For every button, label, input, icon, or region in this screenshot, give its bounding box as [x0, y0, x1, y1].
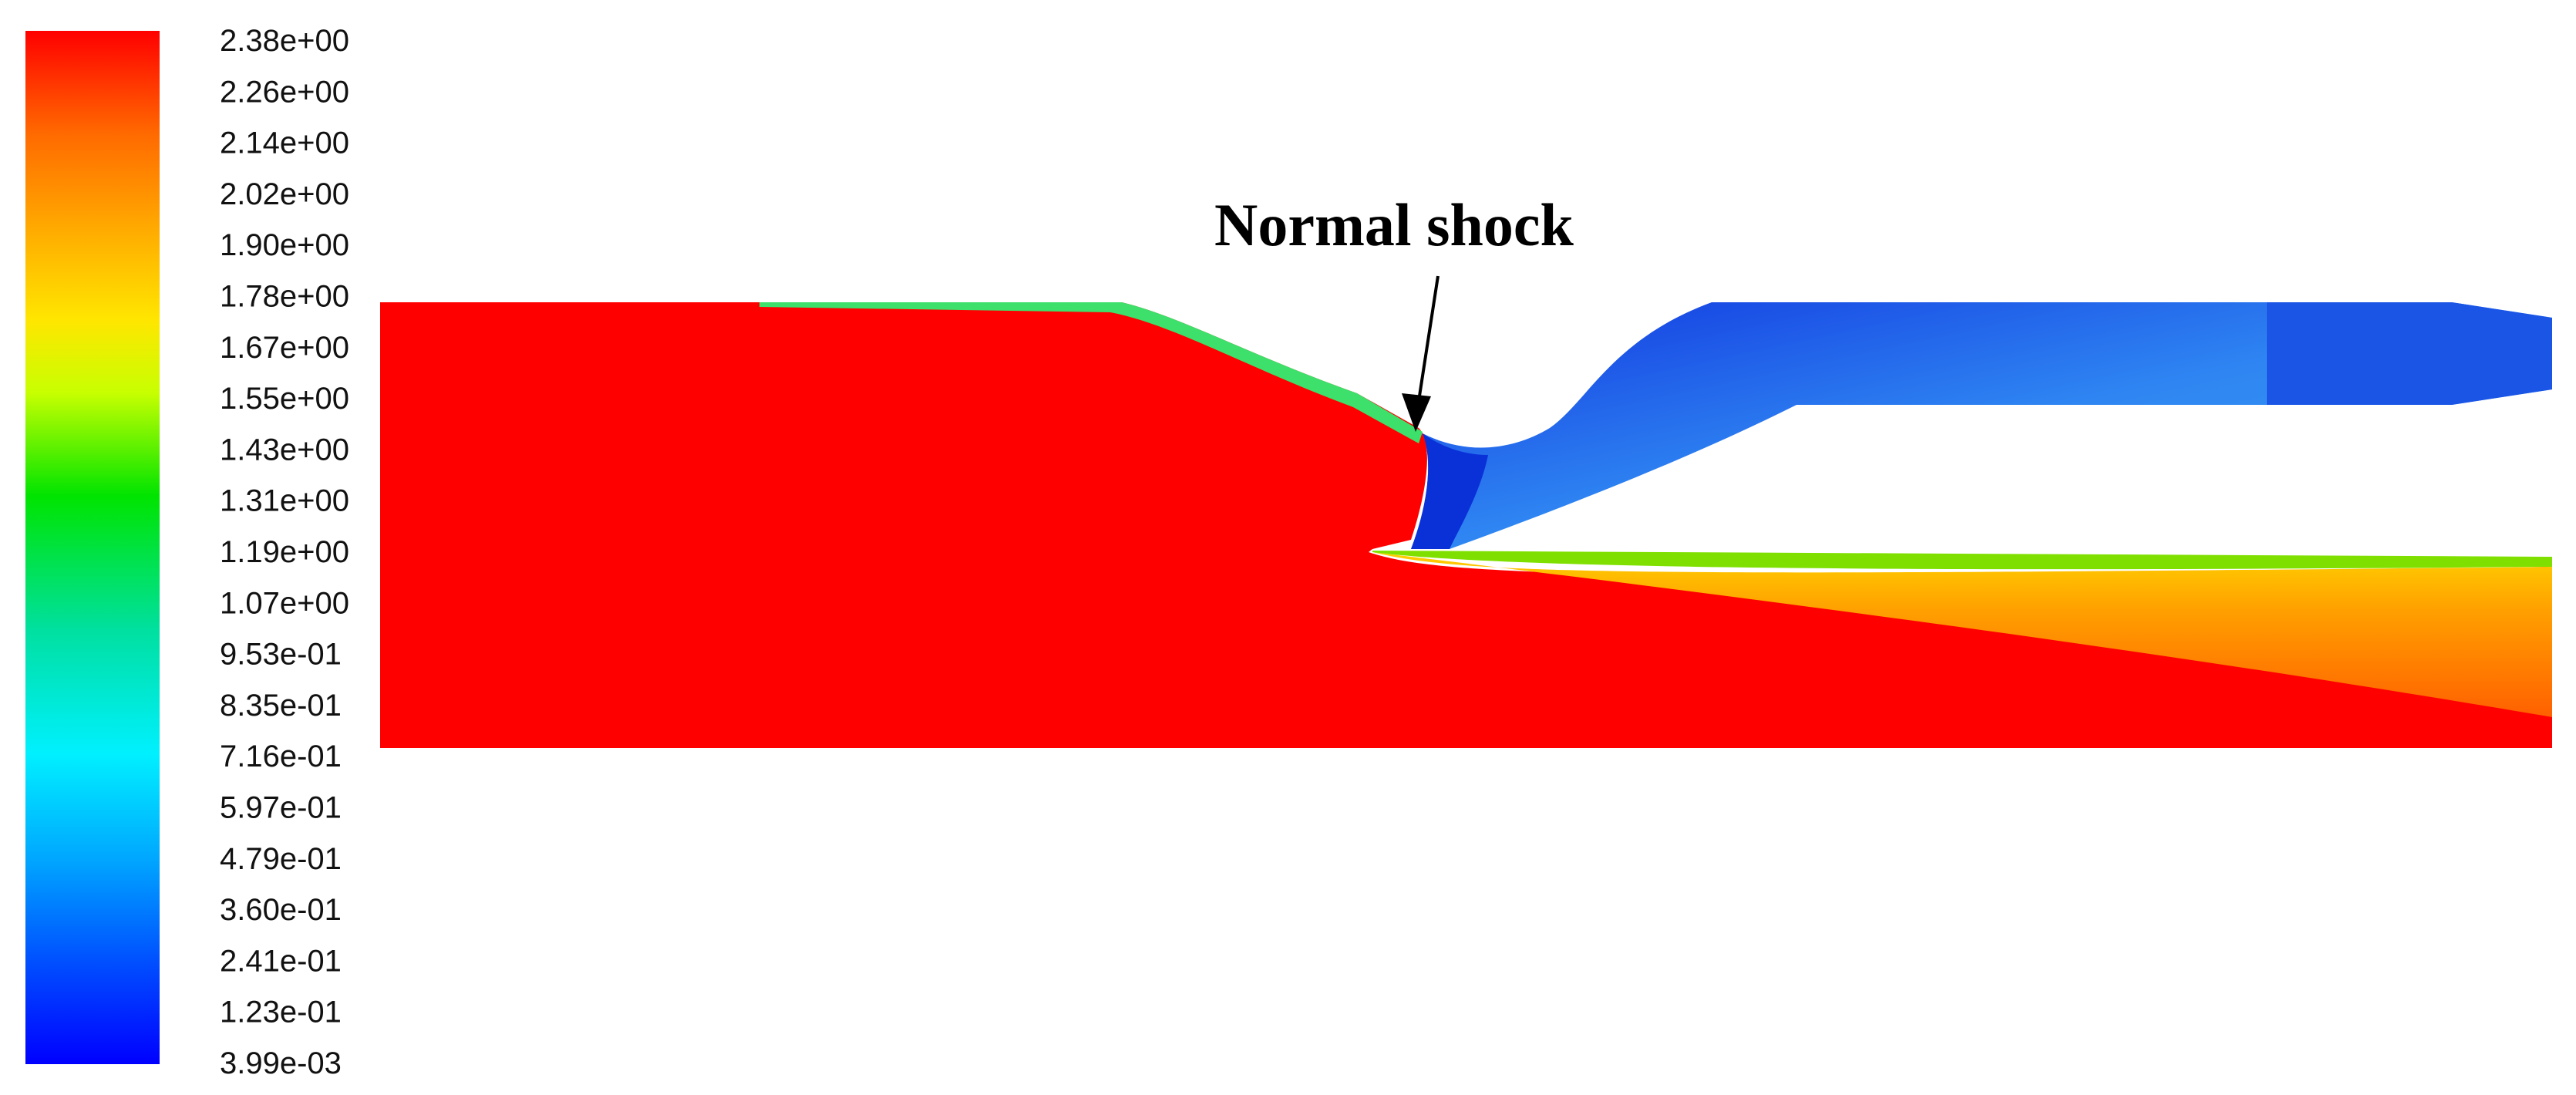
colorbar-tick-label: 1.23e-01	[220, 996, 342, 1029]
colorbar-tick-label: 1.55e+00	[220, 382, 349, 416]
shear-band-lower	[1372, 551, 2552, 570]
colorbar-tick-label: 1.43e+00	[220, 433, 349, 467]
colorbar-tick-label: 2.02e+00	[220, 177, 349, 211]
colorbar-tick-label: 1.78e+00	[220, 280, 349, 314]
colorbar-tick-label: 3.99e-03	[220, 1046, 342, 1080]
colorbar-tick-label: 4.79e-01	[220, 842, 342, 876]
shear-band-upper	[759, 302, 1423, 443]
mixing-layer	[1372, 552, 2552, 717]
post-shock-region	[1411, 433, 1488, 549]
colorbar-tick-label: 3.60e-01	[220, 893, 342, 927]
annotation-arrow	[1417, 275, 1440, 402]
annotation-label: Normal shock	[1214, 191, 1574, 258]
colorbar-tick-label: 1.19e+00	[220, 535, 349, 569]
colorbar-tick-label: 2.38e+00	[220, 24, 349, 58]
colorbar-tick-label: 9.53e-01	[220, 638, 342, 672]
colorbar-tick-label: 1.07e+00	[220, 586, 349, 620]
primary-flow-region	[380, 302, 2552, 748]
colorbar-tick-label: 8.35e-01	[220, 689, 342, 723]
outlet-region	[2267, 302, 2552, 405]
colorbar-tick-label: 1.67e+00	[220, 331, 349, 365]
colorbar-tick-label: 1.90e+00	[220, 228, 349, 262]
colorbar-tick-label: 2.14e+00	[220, 126, 349, 160]
colorbar-ticks: 2.38e+00 2.26e+00 2.14e+00 2.02e+00 1.90e+00…	[220, 24, 349, 1080]
arrowhead-icon	[1402, 393, 1431, 432]
colorbar-tick-label: 7.16e-01	[220, 740, 342, 773]
colorbar-tick-label: 1.31e+00	[220, 484, 349, 518]
colorbar-tick-label: 2.26e+00	[220, 75, 349, 109]
colorbar-tick-label: 2.41e-01	[220, 944, 342, 978]
colorbar	[25, 31, 160, 1064]
colorbar-tick-label: 5.97e-01	[220, 791, 342, 825]
